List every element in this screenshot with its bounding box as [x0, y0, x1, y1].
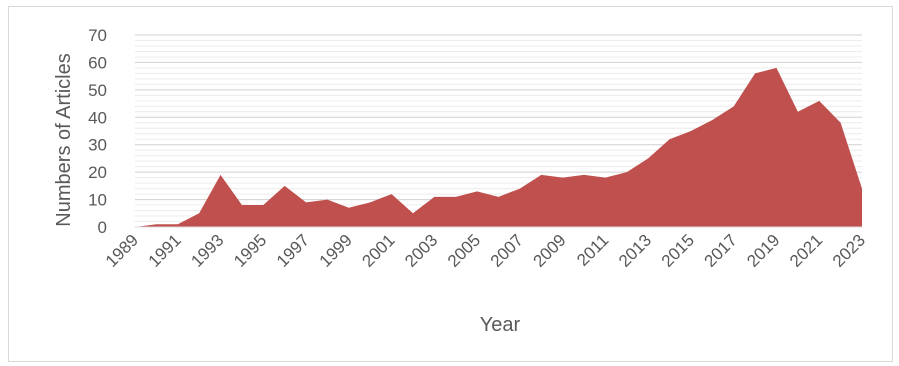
y-tick-label: 70	[88, 26, 107, 45]
y-tick-label: 60	[88, 53, 107, 72]
y-tick-label: 10	[88, 191, 107, 210]
x-tick-label: 1999	[316, 231, 356, 271]
x-tick-label: 2003	[401, 231, 441, 271]
x-axis-title: Year	[480, 314, 521, 336]
y-tick-labels: 0 10 20 30 40 50 60 70	[88, 26, 107, 237]
y-tick-label: 20	[88, 163, 107, 182]
x-tick-label: 1991	[145, 231, 185, 271]
y-tick-label: 50	[88, 81, 107, 100]
y-tick-label: 0	[98, 218, 107, 237]
x-tick-label: 2013	[615, 231, 655, 271]
area-series	[135, 67, 862, 228]
x-tick-label: 2005	[444, 231, 484, 271]
x-tick-label: 2017	[701, 231, 741, 271]
x-tick-label: 2001	[358, 231, 398, 271]
x-tick-label: 1993	[187, 231, 227, 271]
x-tick-labels: 1989 1991 1993 1995 1997 1999 2001 2003 2005 2007…	[102, 231, 869, 271]
area-fill	[135, 67, 862, 228]
y-axis-title: Numbers of Articles	[53, 53, 75, 226]
x-tick-label: 1997	[273, 231, 313, 271]
x-tick-label: 2023	[829, 231, 869, 271]
x-tick-label: 2021	[786, 231, 826, 271]
x-tick-label: 2019	[743, 231, 783, 271]
x-tick-label: 2007	[487, 231, 527, 271]
x-tick-label: 1995	[230, 231, 270, 271]
x-tick-label: 2011	[573, 231, 612, 270]
x-tick-label: 1989	[102, 231, 142, 271]
x-tick-label: 2015	[658, 231, 698, 271]
x-tick-label: 2009	[529, 231, 569, 271]
y-tick-label: 40	[88, 108, 107, 127]
y-tick-label: 30	[88, 136, 107, 155]
